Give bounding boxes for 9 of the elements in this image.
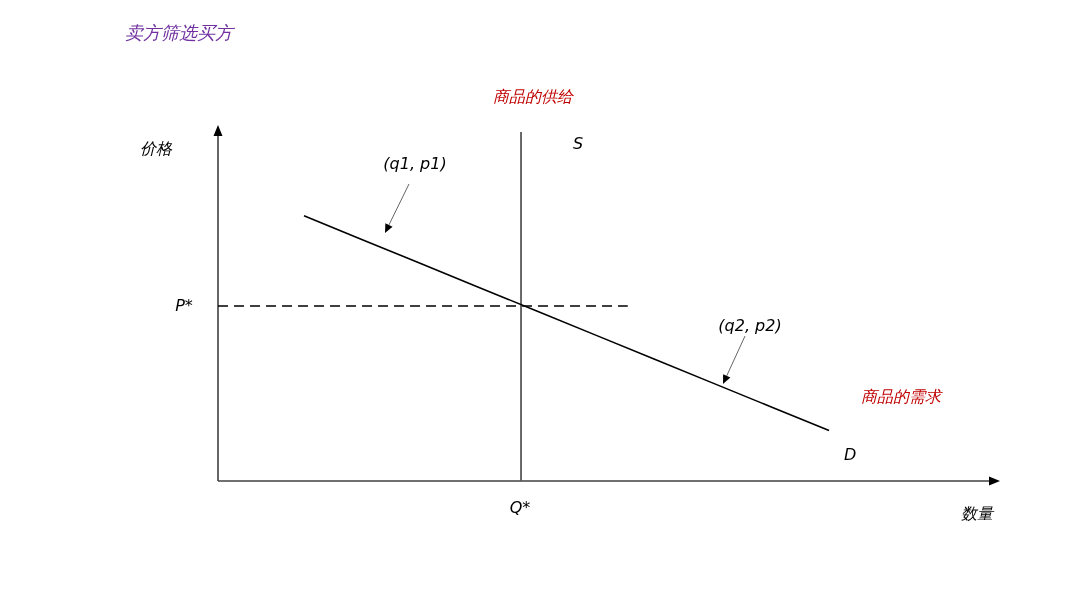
- annotation: 商品的供给: [493, 86, 573, 106]
- title: 卖方筛选买方: [125, 21, 233, 43]
- annotation: 数量: [961, 503, 993, 523]
- annotation: (q1, p1): [383, 153, 447, 173]
- annotation: 商品的需求: [861, 386, 941, 406]
- annotation: Q*: [509, 497, 531, 517]
- annotation: 价格: [140, 138, 172, 158]
- annotation: S: [572, 133, 584, 153]
- annotation: (q2, p2): [718, 315, 782, 335]
